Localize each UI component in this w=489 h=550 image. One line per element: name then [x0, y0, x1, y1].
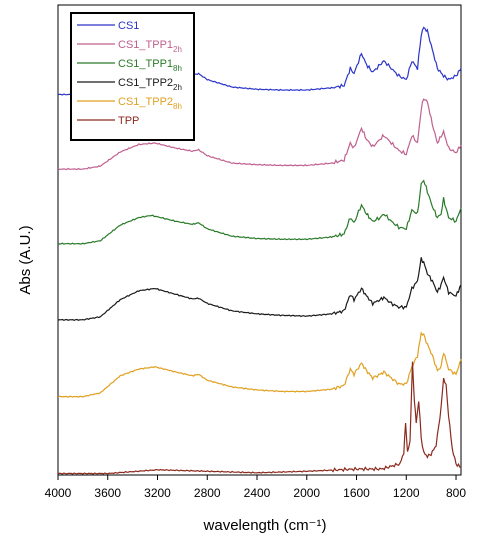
series-lines	[57, 26, 462, 475]
series-line	[57, 257, 462, 321]
x-tick-label: 2400	[244, 486, 271, 500]
series-line	[57, 331, 462, 398]
legend-label: CS1	[118, 20, 139, 32]
x-tick-label: 1600	[343, 486, 370, 500]
x-tick-label: 800	[446, 486, 466, 500]
x-axis-ticks: 4000 3600 3200 2800 2400 2000 1600 1200 800	[45, 475, 466, 500]
legend-label: CS1_TPP22h	[118, 77, 182, 92]
x-tick-label: 2800	[194, 486, 221, 500]
x-tick-label: 3200	[144, 486, 171, 500]
x-axis-title: wavelength (cm⁻¹)	[203, 517, 327, 534]
legend: CS1 CS1_TPP12h CS1_TPP18h CS1_TPP22h CS1_TPP…	[70, 12, 195, 141]
series-line	[57, 98, 462, 171]
x-tick-label: 1200	[393, 486, 420, 500]
x-tick-label: 2000	[293, 486, 320, 500]
legend-label: CS1_TPP18h	[118, 58, 182, 73]
legend-label: CS1_TPP12h	[118, 39, 182, 54]
y-axis-title: Abs (A.U.)	[17, 225, 34, 294]
legend-label: TPP	[118, 115, 139, 127]
legend-label: CS1_TPP28h	[118, 96, 182, 111]
series-line	[58, 361, 462, 475]
plot-frame	[57, 4, 462, 476]
legend-box	[70, 12, 195, 141]
x-tick-label: 4000	[45, 486, 72, 500]
series-line	[57, 179, 462, 245]
x-tick-label: 3600	[94, 486, 121, 500]
